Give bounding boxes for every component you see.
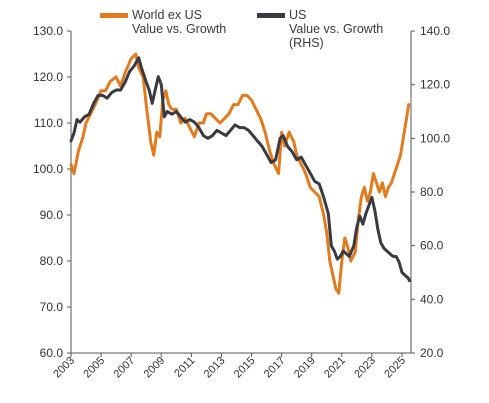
- right-y-tick-label: 60.0: [420, 239, 444, 253]
- left-y-tick-label: 60.0: [40, 346, 64, 360]
- left-y-tick-label: 110.0: [34, 116, 63, 130]
- x-tick-label: 2025: [382, 355, 408, 381]
- legend-swatch-orange: [100, 13, 128, 18]
- left-y-tick-label: 70.0: [40, 300, 64, 314]
- legend-label-world-ex-us: World ex US Value vs. Growth: [132, 8, 227, 36]
- right-y-tick-label: 80.0: [420, 185, 444, 199]
- right-y-tick-label: 100.0: [420, 131, 450, 145]
- legend-swatch-dark: [257, 13, 285, 18]
- series-line-world-ex-us: [69, 52, 411, 295]
- series-line-us: [69, 56, 411, 283]
- left-y-tick-label: 80.0: [40, 254, 64, 268]
- right-y-tick-label: 20.0: [420, 346, 444, 360]
- x-tick-label: 2019: [292, 355, 318, 381]
- x-tick-label: 2005: [81, 355, 107, 381]
- x-tick-label: 2023: [352, 355, 378, 381]
- x-tick-label: 2011: [172, 355, 197, 380]
- legend-item-world-ex-us: World ex US Value vs. Growth: [100, 8, 226, 36]
- left-y-tick-label: 120.0: [33, 70, 63, 84]
- x-tick-label: 2007: [111, 355, 137, 381]
- x-tick-label: 2017: [262, 355, 288, 381]
- x-tick-label: 2021: [322, 355, 348, 381]
- left-y-tick-label: 130.0: [33, 24, 63, 38]
- legend-item-us: US Value vs. Growth (RHS): [257, 8, 383, 50]
- left-y-tick-label: 90.0: [40, 208, 64, 222]
- left-y-tick-label: 100.0: [33, 162, 63, 176]
- right-y-tick-label: 140.0: [420, 24, 450, 38]
- x-tick-label: 2013: [202, 355, 228, 381]
- x-tick-label: 2009: [142, 355, 168, 381]
- x-tick-label: 2015: [232, 355, 258, 381]
- right-y-tick-label: 120.0: [420, 78, 450, 92]
- legend-label-us: US Value vs. Growth (RHS): [289, 8, 384, 50]
- right-y-tick-label: 40.0: [420, 292, 444, 306]
